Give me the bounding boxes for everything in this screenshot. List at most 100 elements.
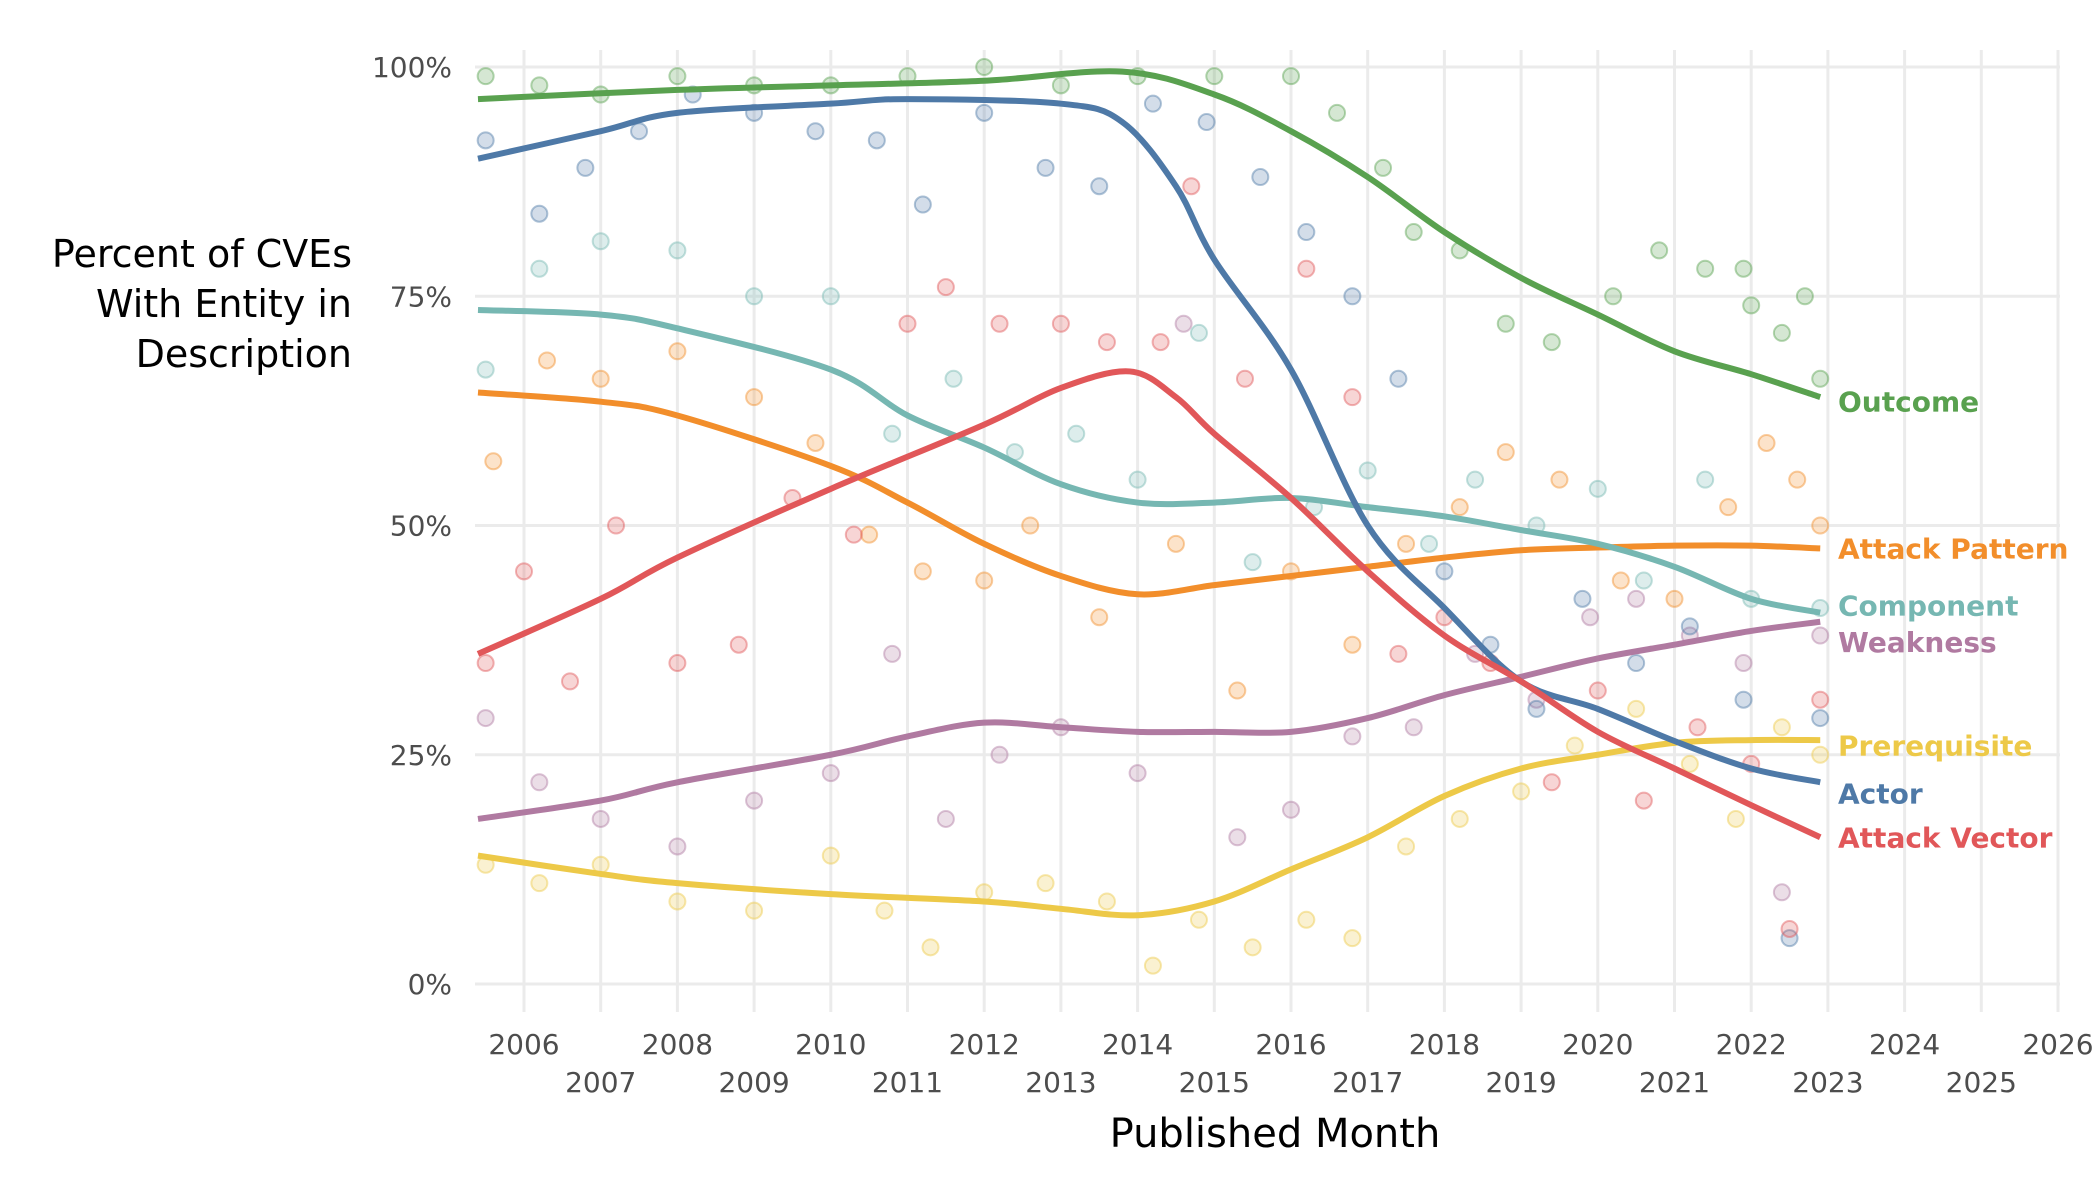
data-point — [1189, 910, 1208, 929]
x-axis-ticks: 2006200720082009201020112012201320142015… — [488, 1028, 2093, 1099]
data-point — [1051, 76, 1070, 95]
data-point — [1450, 809, 1469, 828]
x-tick-label: 2016 — [1255, 1028, 1326, 1061]
x-tick-label: 2006 — [488, 1028, 559, 1061]
data-point — [1228, 681, 1247, 700]
data-point — [1627, 589, 1646, 608]
data-point — [1696, 259, 1715, 278]
y-axis-title-line-3: Description — [136, 332, 352, 376]
data-point — [913, 195, 932, 214]
data-point — [1627, 699, 1646, 718]
data-point — [875, 901, 894, 920]
data-point — [729, 635, 748, 654]
data-point — [1450, 498, 1469, 517]
x-tick-label: 2015 — [1179, 1066, 1250, 1099]
data-point — [476, 709, 495, 728]
data-point — [867, 131, 886, 150]
data-point — [1719, 498, 1738, 517]
data-point — [668, 837, 687, 856]
y-axis-title-line-2: With Entity in — [96, 282, 352, 326]
data-point — [484, 452, 503, 471]
grid — [475, 50, 2060, 1012]
data-point — [745, 287, 764, 306]
trend-line-attack-pattern — [477, 389, 1821, 598]
y-axis-ticks: 0% 25% 50% 75% 100% — [372, 51, 452, 1001]
series-labels: Outcome Attack Pattern Component Weakness Pr… — [1838, 386, 2068, 855]
data-point — [1235, 369, 1254, 388]
x-tick-label: 2013 — [1025, 1066, 1096, 1099]
data-point — [975, 571, 994, 590]
data-point — [1811, 369, 1830, 388]
data-point — [1757, 433, 1776, 452]
data-point — [1680, 754, 1699, 773]
data-point — [1665, 589, 1684, 608]
y-tick-label: 25% — [390, 739, 452, 772]
x-tick-label: 2012 — [949, 1028, 1020, 1061]
x-tick-label: 2018 — [1409, 1028, 1480, 1061]
data-point — [1795, 287, 1814, 306]
data-point — [1634, 791, 1653, 810]
y-tick-label: 0% — [408, 968, 452, 1001]
data-point — [668, 342, 687, 361]
trend-line-weakness — [477, 618, 1821, 822]
data-point — [607, 516, 626, 535]
data-point — [975, 103, 994, 122]
data-point — [1097, 333, 1116, 352]
data-point — [1811, 690, 1830, 709]
data-point — [668, 67, 687, 86]
trend-line-actor — [477, 96, 1821, 786]
x-tick-label: 2014 — [1102, 1028, 1173, 1061]
data-point — [1297, 259, 1316, 278]
series-label: Attack Pattern — [1838, 532, 2068, 565]
series-label: Prerequisite — [1838, 730, 2032, 763]
data-point — [1021, 516, 1040, 535]
data-point — [821, 846, 840, 865]
data-point — [1343, 635, 1362, 654]
x-tick-label: 2024 — [1869, 1028, 1940, 1061]
data-point — [530, 76, 549, 95]
data-point — [921, 938, 940, 957]
x-tick-label: 2008 — [642, 1028, 713, 1061]
data-point — [1604, 287, 1623, 306]
trend-line-prerequisite — [477, 736, 1821, 919]
data-point — [1404, 223, 1423, 242]
data-point — [591, 369, 610, 388]
data-point — [1573, 589, 1592, 608]
x-tick-label: 2022 — [1716, 1028, 1787, 1061]
data-point — [1174, 314, 1193, 333]
data-point — [745, 388, 764, 407]
data-point — [1650, 241, 1669, 260]
data-point — [1297, 910, 1316, 929]
data-point — [1067, 424, 1086, 443]
data-point — [1166, 534, 1185, 553]
data-point — [1343, 287, 1362, 306]
x-tick-label: 2007 — [565, 1066, 636, 1099]
data-point — [1811, 745, 1830, 764]
data-point — [1542, 773, 1561, 792]
data-point — [1282, 67, 1300, 86]
data-point — [806, 433, 825, 452]
data-point — [821, 764, 840, 783]
data-point — [576, 158, 595, 177]
data-point — [1734, 259, 1753, 278]
data-point — [1420, 534, 1439, 553]
data-point — [990, 314, 1009, 333]
data-point — [1404, 718, 1423, 737]
data-point — [530, 773, 549, 792]
data-point — [1143, 94, 1162, 113]
data-point — [1780, 929, 1799, 948]
series-label: Outcome — [1838, 386, 1979, 419]
data-point — [1205, 67, 1224, 86]
data-point — [1811, 516, 1830, 535]
data-point — [1228, 828, 1247, 847]
data-point — [1696, 470, 1715, 489]
data-point — [1143, 956, 1162, 975]
data-point — [1734, 690, 1753, 709]
series-label: Weakness — [1838, 626, 1997, 659]
x-tick-label: 2025 — [1946, 1066, 2017, 1099]
data-point — [975, 58, 994, 76]
data-point — [1734, 654, 1753, 673]
y-tick-label: 100% — [372, 51, 452, 84]
trend-line-component — [477, 307, 1821, 616]
